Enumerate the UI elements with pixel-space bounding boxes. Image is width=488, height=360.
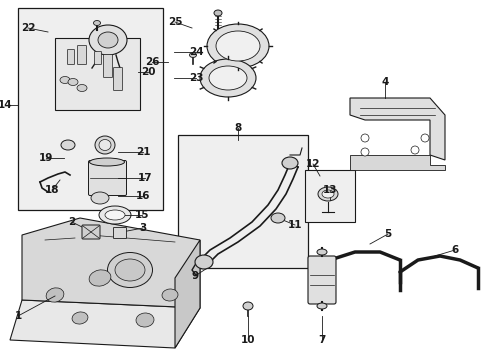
Polygon shape bbox=[349, 98, 444, 160]
Ellipse shape bbox=[282, 157, 297, 169]
Circle shape bbox=[420, 134, 428, 142]
Ellipse shape bbox=[68, 78, 78, 85]
Ellipse shape bbox=[195, 255, 213, 269]
Text: 9: 9 bbox=[191, 271, 198, 281]
FancyBboxPatch shape bbox=[88, 161, 126, 195]
FancyBboxPatch shape bbox=[67, 49, 74, 64]
FancyBboxPatch shape bbox=[82, 225, 100, 239]
Ellipse shape bbox=[95, 136, 115, 154]
Ellipse shape bbox=[77, 85, 87, 91]
Text: 13: 13 bbox=[322, 185, 337, 195]
Ellipse shape bbox=[72, 312, 88, 324]
Text: 16: 16 bbox=[136, 191, 150, 201]
Text: 18: 18 bbox=[45, 185, 59, 195]
Text: 22: 22 bbox=[20, 23, 35, 33]
FancyBboxPatch shape bbox=[113, 68, 122, 90]
Ellipse shape bbox=[200, 59, 256, 97]
Ellipse shape bbox=[206, 24, 268, 68]
Ellipse shape bbox=[93, 21, 101, 26]
Ellipse shape bbox=[162, 289, 178, 301]
Ellipse shape bbox=[60, 77, 70, 84]
Text: 14: 14 bbox=[0, 100, 12, 110]
FancyBboxPatch shape bbox=[103, 54, 112, 77]
Ellipse shape bbox=[216, 31, 260, 61]
Circle shape bbox=[360, 148, 368, 156]
Polygon shape bbox=[349, 155, 444, 170]
Text: 10: 10 bbox=[240, 335, 255, 345]
FancyBboxPatch shape bbox=[94, 51, 102, 64]
Text: 7: 7 bbox=[318, 335, 325, 345]
Ellipse shape bbox=[208, 66, 246, 90]
Circle shape bbox=[410, 146, 418, 154]
FancyBboxPatch shape bbox=[77, 45, 86, 64]
Text: 25: 25 bbox=[167, 17, 182, 27]
Ellipse shape bbox=[136, 313, 154, 327]
Text: 19: 19 bbox=[39, 153, 53, 163]
Ellipse shape bbox=[316, 249, 326, 255]
Bar bbox=[55, 38, 140, 110]
Bar bbox=[18, 8, 163, 210]
Ellipse shape bbox=[189, 53, 196, 58]
Text: 3: 3 bbox=[139, 223, 146, 233]
Text: 15: 15 bbox=[135, 210, 149, 220]
Text: 6: 6 bbox=[450, 245, 458, 255]
Polygon shape bbox=[22, 218, 200, 308]
Ellipse shape bbox=[89, 270, 111, 286]
Text: 24: 24 bbox=[188, 47, 203, 57]
Ellipse shape bbox=[99, 139, 111, 150]
Text: 2: 2 bbox=[68, 217, 76, 227]
Ellipse shape bbox=[46, 288, 64, 302]
Ellipse shape bbox=[270, 213, 285, 223]
Ellipse shape bbox=[61, 140, 75, 150]
Bar bbox=[178, 135, 307, 268]
Circle shape bbox=[360, 134, 368, 142]
Text: 8: 8 bbox=[234, 123, 241, 133]
Text: 17: 17 bbox=[138, 173, 152, 183]
Ellipse shape bbox=[98, 32, 118, 48]
Ellipse shape bbox=[115, 259, 145, 281]
Ellipse shape bbox=[316, 303, 326, 309]
Ellipse shape bbox=[105, 210, 125, 220]
Bar bbox=[305, 170, 354, 222]
Ellipse shape bbox=[91, 192, 109, 204]
Text: 11: 11 bbox=[287, 220, 302, 230]
FancyBboxPatch shape bbox=[307, 256, 335, 304]
Ellipse shape bbox=[107, 252, 152, 288]
FancyBboxPatch shape bbox=[113, 228, 126, 238]
Ellipse shape bbox=[214, 10, 222, 16]
Ellipse shape bbox=[89, 158, 124, 166]
Polygon shape bbox=[10, 300, 200, 348]
Text: 12: 12 bbox=[305, 159, 320, 169]
Ellipse shape bbox=[243, 302, 252, 310]
Ellipse shape bbox=[89, 25, 127, 55]
Text: 26: 26 bbox=[144, 57, 159, 67]
Text: 5: 5 bbox=[384, 229, 391, 239]
Text: 20: 20 bbox=[141, 67, 155, 77]
Ellipse shape bbox=[321, 190, 333, 198]
Text: 21: 21 bbox=[136, 147, 150, 157]
Polygon shape bbox=[175, 240, 200, 348]
Text: 1: 1 bbox=[14, 311, 21, 321]
Text: 4: 4 bbox=[381, 77, 388, 87]
Ellipse shape bbox=[317, 187, 337, 201]
Text: 23: 23 bbox=[188, 73, 203, 83]
Ellipse shape bbox=[99, 206, 131, 224]
